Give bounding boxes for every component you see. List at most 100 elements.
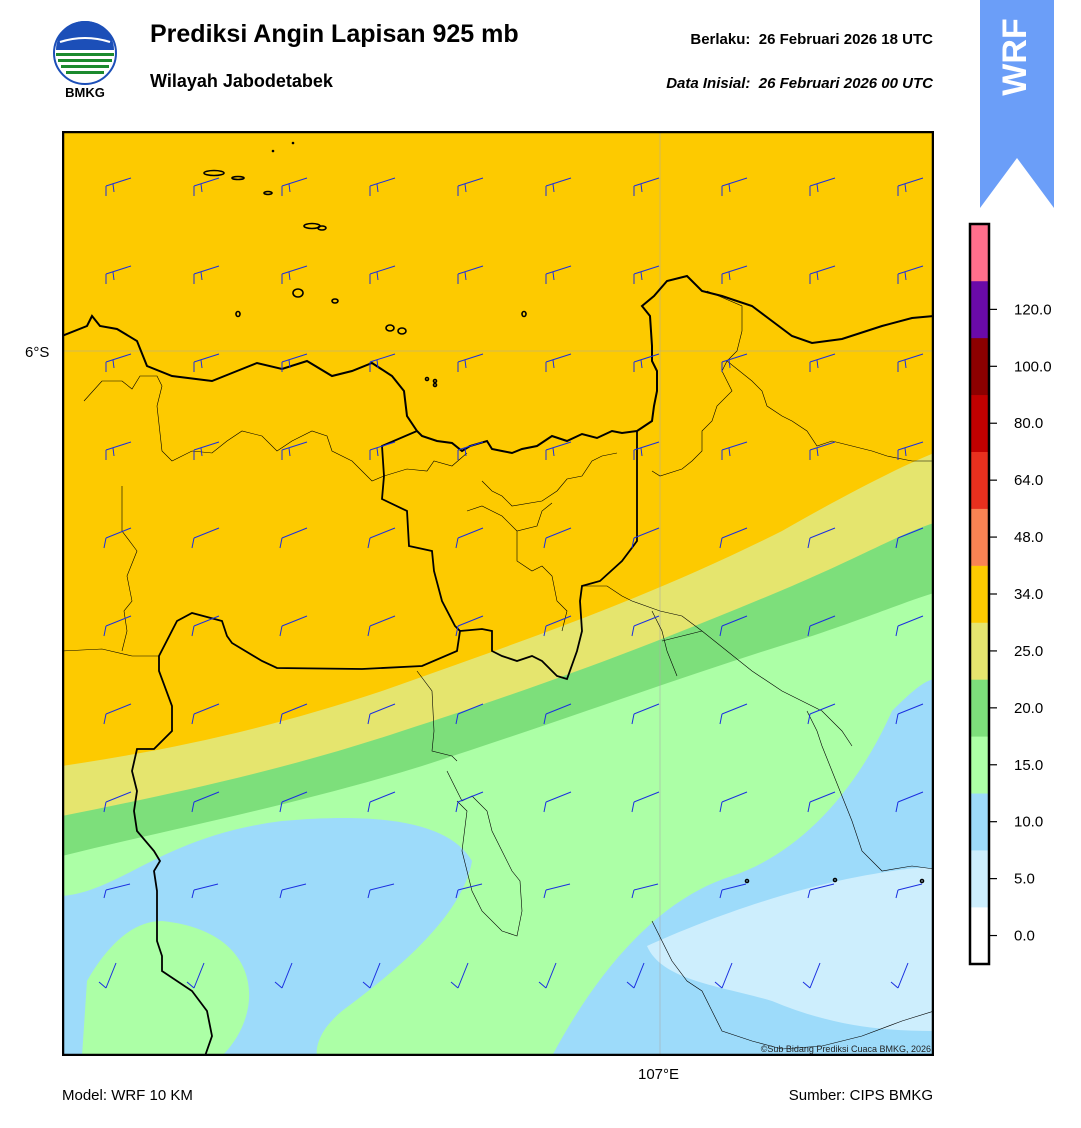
logo-text: BMKG <box>65 85 105 100</box>
wind-barb <box>281 177 308 196</box>
wind-barb <box>362 962 381 989</box>
wind-barb <box>895 703 924 725</box>
wind-barb <box>105 265 132 284</box>
colorbar-frame <box>968 222 991 966</box>
model-info: Model: WRF 10 KM <box>62 1087 193 1104</box>
colorbar-label: 20.0 <box>1014 700 1043 717</box>
wind-barb <box>274 962 293 989</box>
wind-barb <box>455 883 483 899</box>
wind-barb <box>450 962 469 989</box>
wind-barb <box>281 441 308 460</box>
wind-barb <box>721 265 748 284</box>
wind-barb <box>367 791 396 813</box>
wind-barb <box>455 615 484 637</box>
colorbar-label: 48.0 <box>1014 529 1043 546</box>
colorbar-labels: 0.0 5.0 10.0 15.0 20.0 25.0 34.0 48.0 64.0 80.0 10… <box>989 301 1052 945</box>
province-boundary-east <box>459 431 638 681</box>
wind-barb <box>543 527 572 549</box>
wind-barb <box>545 177 572 196</box>
wind-barb <box>279 615 308 637</box>
colorbar-swatches <box>970 224 989 965</box>
wind-barb <box>191 883 219 899</box>
colorbar-label: 25.0 <box>1014 643 1043 660</box>
wind-barb <box>191 703 220 725</box>
wind-barb <box>719 791 748 813</box>
colorbar-label: 15.0 <box>1014 757 1043 774</box>
wind-barb <box>721 441 748 460</box>
district-boundary <box>61 290 935 1050</box>
copyright-note: ©Sub Bidang Prediksi Cuaca BMKG, 2026 <box>760 1044 931 1054</box>
wind-barb <box>105 177 132 196</box>
wind-barb <box>719 703 748 725</box>
colorbar-label: 100.0 <box>1014 358 1052 375</box>
colorbar-swatch <box>970 337 989 396</box>
wind-barb <box>193 177 220 196</box>
wind-barb <box>631 883 659 899</box>
source-info: Sumber: CIPS BMKG <box>788 1087 933 1104</box>
wind-barb <box>543 791 572 813</box>
wind-barb <box>455 527 484 549</box>
bmkg-logo-icon <box>52 20 118 100</box>
wind-barb <box>367 527 396 549</box>
colorbar-label: 10.0 <box>1014 814 1043 831</box>
colorbar-label: 80.0 <box>1014 415 1043 432</box>
wind-barb <box>809 441 836 460</box>
colorbar-swatch <box>970 679 989 737</box>
colorbar-swatch <box>970 907 989 965</box>
wind-barb <box>457 441 484 460</box>
wind-barb <box>719 883 747 899</box>
map-frame <box>61 130 935 1057</box>
wind-barb <box>279 703 308 725</box>
colorbar-swatch <box>970 793 989 851</box>
wind-barb <box>807 703 836 725</box>
wind-barb <box>103 527 132 549</box>
wind-barb <box>543 703 572 725</box>
wind-barb <box>633 177 660 196</box>
wind-barb <box>186 962 205 989</box>
wind-barb <box>191 527 220 549</box>
islands <box>203 169 925 884</box>
wind-barb <box>807 791 836 813</box>
colorbar-label: 120.0 <box>1014 301 1052 318</box>
wind-barb <box>807 883 835 899</box>
wind-barb <box>98 962 117 989</box>
wind-barb <box>809 353 836 372</box>
wind-barb <box>543 615 572 637</box>
wind-barb <box>633 265 660 284</box>
wind-barb <box>457 353 484 372</box>
wind-barb <box>721 177 748 196</box>
wind-barb <box>895 791 924 813</box>
wrf-badge: WRF <box>980 0 1054 208</box>
wind-barb <box>367 615 396 637</box>
colorbar-label: 0.0 <box>1014 928 1035 945</box>
colorbar-swatch <box>970 622 989 680</box>
wind-barb <box>897 353 924 372</box>
wind-barb <box>895 615 924 637</box>
colorbar-swatch <box>970 280 989 339</box>
valid-time: Berlaku: 26 Februari 2026 18 UTC <box>690 31 933 48</box>
init-time: Data Inisial: 26 Februari 2026 00 UTC <box>666 75 933 92</box>
wind-barb <box>191 615 220 637</box>
valid-label: Berlaku: <box>690 31 751 48</box>
wind-barb <box>105 353 132 372</box>
wind-barb <box>103 615 132 637</box>
map-title: Prediksi Angin Lapisan 925 mb <box>150 20 519 48</box>
wind-barb <box>807 615 836 637</box>
wind-barb <box>633 441 660 460</box>
wind-barb <box>103 883 131 899</box>
wind-barb <box>457 177 484 196</box>
wind-barb <box>543 883 571 899</box>
wind-map <box>61 130 935 1057</box>
wind-barb <box>897 177 924 196</box>
longitude-label: 107°E <box>638 1066 680 1083</box>
wind-barb <box>455 703 484 725</box>
wind-barb <box>895 527 924 549</box>
wind-speed-colorbar: 0.0 5.0 10.0 15.0 20.0 25.0 34.0 48.0 64.0 80.0 10… <box>965 220 1075 970</box>
wind-barb <box>809 265 836 284</box>
wind-barb <box>714 962 733 989</box>
wind-barb <box>193 441 220 460</box>
wind-barb <box>279 883 307 899</box>
wind-barb <box>633 353 660 372</box>
map-subtitle: Wilayah Jabodetabek <box>150 71 333 91</box>
wind-barb <box>369 353 396 372</box>
